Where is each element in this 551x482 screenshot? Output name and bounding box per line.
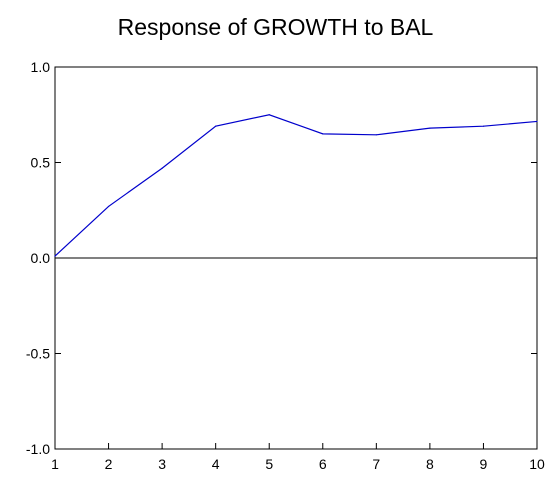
y-tick-label: 1.0	[31, 59, 51, 75]
y-tick-label: -1.0	[26, 441, 50, 457]
data-point	[482, 125, 485, 127]
data-point	[54, 255, 56, 257]
x-tick-label: 10	[529, 456, 545, 472]
x-tick-label: 7	[372, 456, 380, 472]
data-point	[429, 127, 431, 129]
series-group	[54, 114, 538, 257]
data-point	[215, 125, 217, 127]
x-tick-label: 9	[480, 456, 488, 472]
data-point	[268, 114, 270, 116]
y-tick-label: -0.5	[26, 346, 50, 362]
data-point	[322, 133, 324, 135]
y-tick-label: 0.5	[31, 155, 51, 171]
x-tick-label: 4	[212, 456, 220, 472]
series-line	[54, 114, 538, 257]
chart-title: Response of GROWTH to BAL	[117, 14, 434, 40]
x-tick-label: 1	[51, 456, 59, 472]
x-axis: 1 2 3 4 5 6 7 8 9 10	[51, 443, 545, 472]
x-tick-label: 2	[105, 456, 113, 472]
x-tick-label: 3	[158, 456, 166, 472]
data-point	[107, 205, 110, 208]
x-tick-label: 5	[265, 456, 273, 472]
data-point	[161, 167, 163, 169]
data-point	[375, 134, 377, 136]
y-tick-label: 0.0	[31, 250, 51, 266]
x-tick-label: 8	[426, 456, 434, 472]
data-point	[536, 120, 538, 123]
x-tick-label: 6	[319, 456, 327, 472]
